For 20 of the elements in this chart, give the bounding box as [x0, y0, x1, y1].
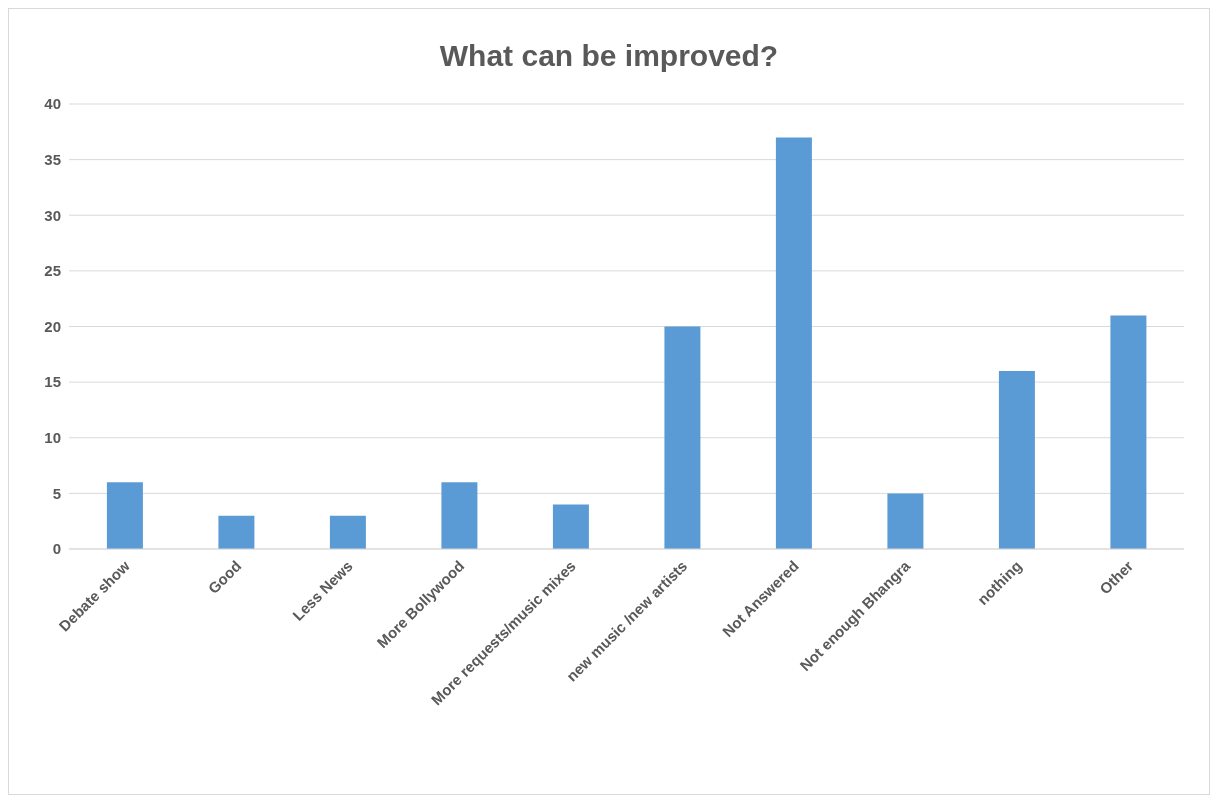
chart-title: What can be improved?: [438, 39, 780, 74]
bar: [1110, 315, 1147, 549]
bar: [887, 493, 924, 549]
bar: [552, 504, 589, 549]
y-tick-label: 20: [44, 317, 61, 335]
bar: [441, 482, 478, 549]
bar: [664, 326, 701, 549]
bar: [775, 137, 812, 549]
bar: [218, 515, 255, 549]
y-tick-label: 40: [44, 95, 61, 113]
y-tick-label: 0: [52, 540, 61, 558]
bar: [998, 371, 1035, 549]
bar: [106, 482, 143, 549]
y-tick-label: 5: [52, 484, 61, 502]
y-tick-label: 15: [44, 373, 61, 391]
bar: [329, 515, 366, 549]
y-tick-label: 25: [44, 262, 61, 280]
y-tick-label: 10: [44, 429, 61, 447]
y-tick-label: 35: [44, 150, 61, 168]
y-tick-label: 30: [44, 206, 61, 224]
